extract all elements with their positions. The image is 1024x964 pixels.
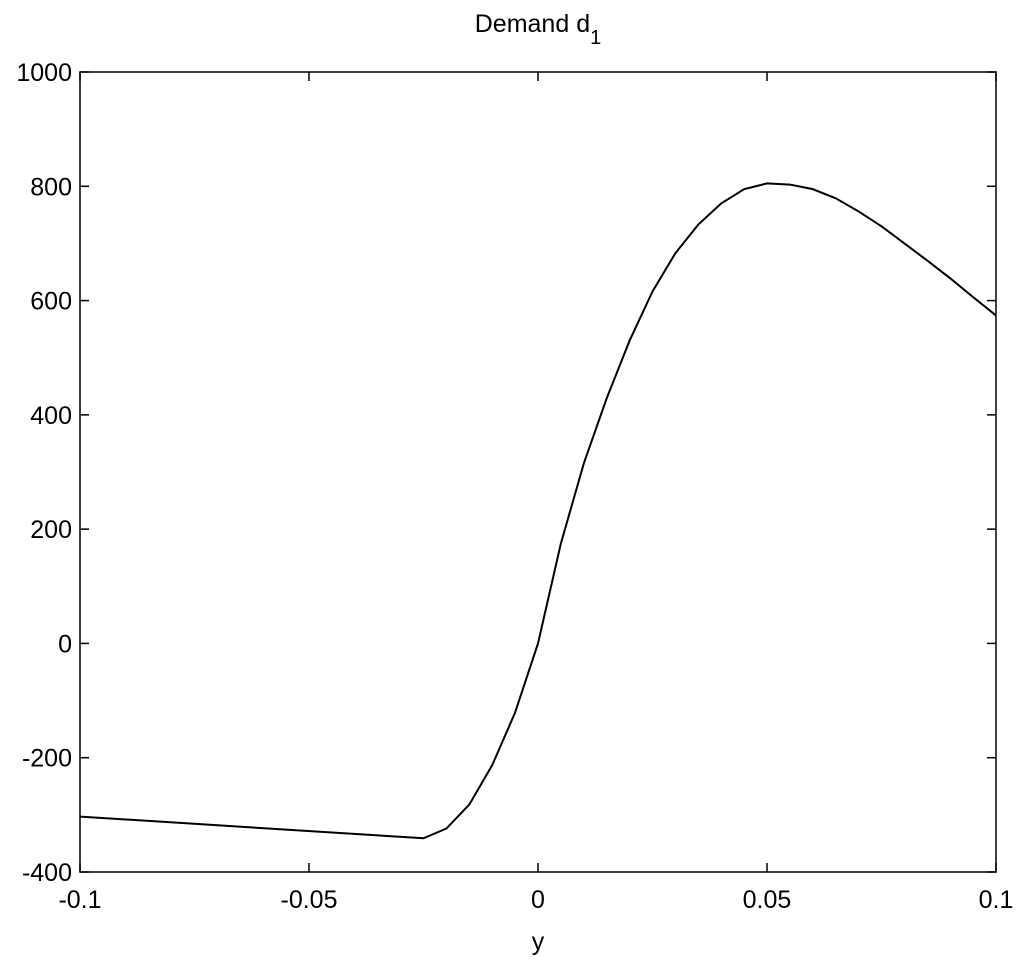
x-tick-label: 0.05 (743, 886, 792, 914)
x-tick-label: 0 (531, 886, 545, 914)
title-subscript: 1 (590, 27, 601, 49)
y-tick-label: 200 (30, 516, 72, 544)
x-axis-label: y (532, 928, 545, 956)
y-tick-label: 400 (30, 402, 72, 430)
title-text: Demand d (475, 10, 590, 38)
chart-title: Demand d1 (475, 10, 601, 49)
x-tick-label: -0.1 (58, 886, 101, 914)
y-tick-label: 800 (30, 173, 72, 201)
y-tick-label: 600 (30, 288, 72, 316)
y-tick-label: -200 (22, 745, 72, 773)
y-tick-label: -400 (22, 859, 72, 887)
y-tick-label: 1000 (16, 59, 72, 87)
plot-frame (79, 71, 997, 873)
x-tick-label: -0.05 (281, 886, 338, 914)
data-line (79, 182, 997, 840)
x-tick-label: 0.1 (979, 886, 1014, 914)
y-tick-label: 0 (58, 630, 72, 658)
